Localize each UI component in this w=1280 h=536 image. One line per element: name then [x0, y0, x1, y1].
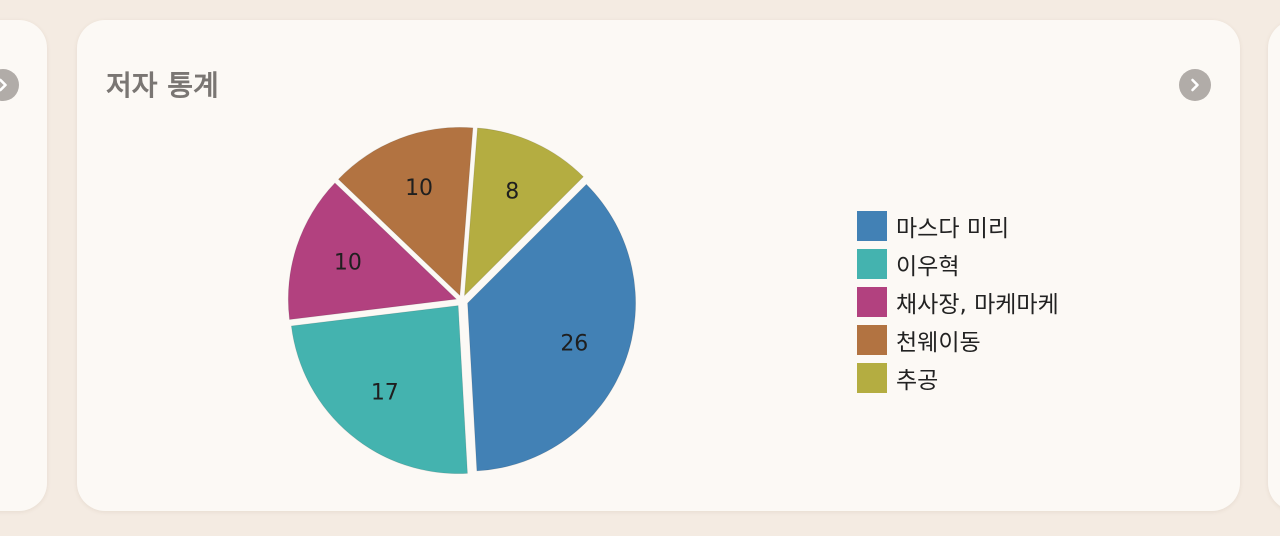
legend-swatch: [857, 287, 887, 317]
legend-item-3[interactable]: 채사장, 마케마케: [857, 283, 1059, 321]
pie-slice-value-1: 26: [560, 331, 588, 356]
author-stats-card: [77, 20, 1240, 511]
previous-card-arrow-button[interactable]: [0, 69, 19, 101]
legend-swatch: [857, 325, 887, 355]
legend-swatch: [857, 249, 887, 279]
chevron-right-icon: [1191, 78, 1199, 92]
chevron-right-icon: [0, 78, 7, 92]
previous-card: [0, 20, 47, 511]
pie-slice-value-5: 8: [505, 179, 519, 204]
pie-slice-value-2: 17: [371, 381, 399, 406]
pie-slice-2[interactable]: [290, 305, 468, 474]
pie-slice-1[interactable]: [467, 183, 636, 472]
pie-slice-value-3: 10: [334, 251, 362, 276]
pie-slice-4[interactable]: [337, 127, 474, 297]
card-title: 저자 통계: [106, 69, 219, 102]
legend-item-2[interactable]: 이우혁: [857, 245, 1059, 283]
legend-item-5[interactable]: 추공: [857, 359, 1059, 397]
legend-label: 추공: [896, 368, 939, 394]
pie-slice-value-4: 10: [405, 176, 433, 201]
legend-swatch: [857, 211, 887, 241]
next-card: [1268, 20, 1280, 511]
legend-label: 채사장, 마케마케: [896, 292, 1059, 318]
legend-swatch: [857, 363, 887, 393]
legend-label: 천웨이동: [896, 330, 981, 356]
legend-label: 이우혁: [896, 254, 960, 280]
legend-item-4[interactable]: 천웨이동: [857, 321, 1059, 359]
pie-slice-5[interactable]: [464, 127, 584, 297]
author-stats-more-button[interactable]: [1179, 69, 1211, 101]
legend-item-1[interactable]: 마스다 미리: [857, 207, 1059, 245]
legend-label: 마스다 미리: [896, 216, 1010, 242]
pie-slice-3[interactable]: [287, 182, 458, 320]
